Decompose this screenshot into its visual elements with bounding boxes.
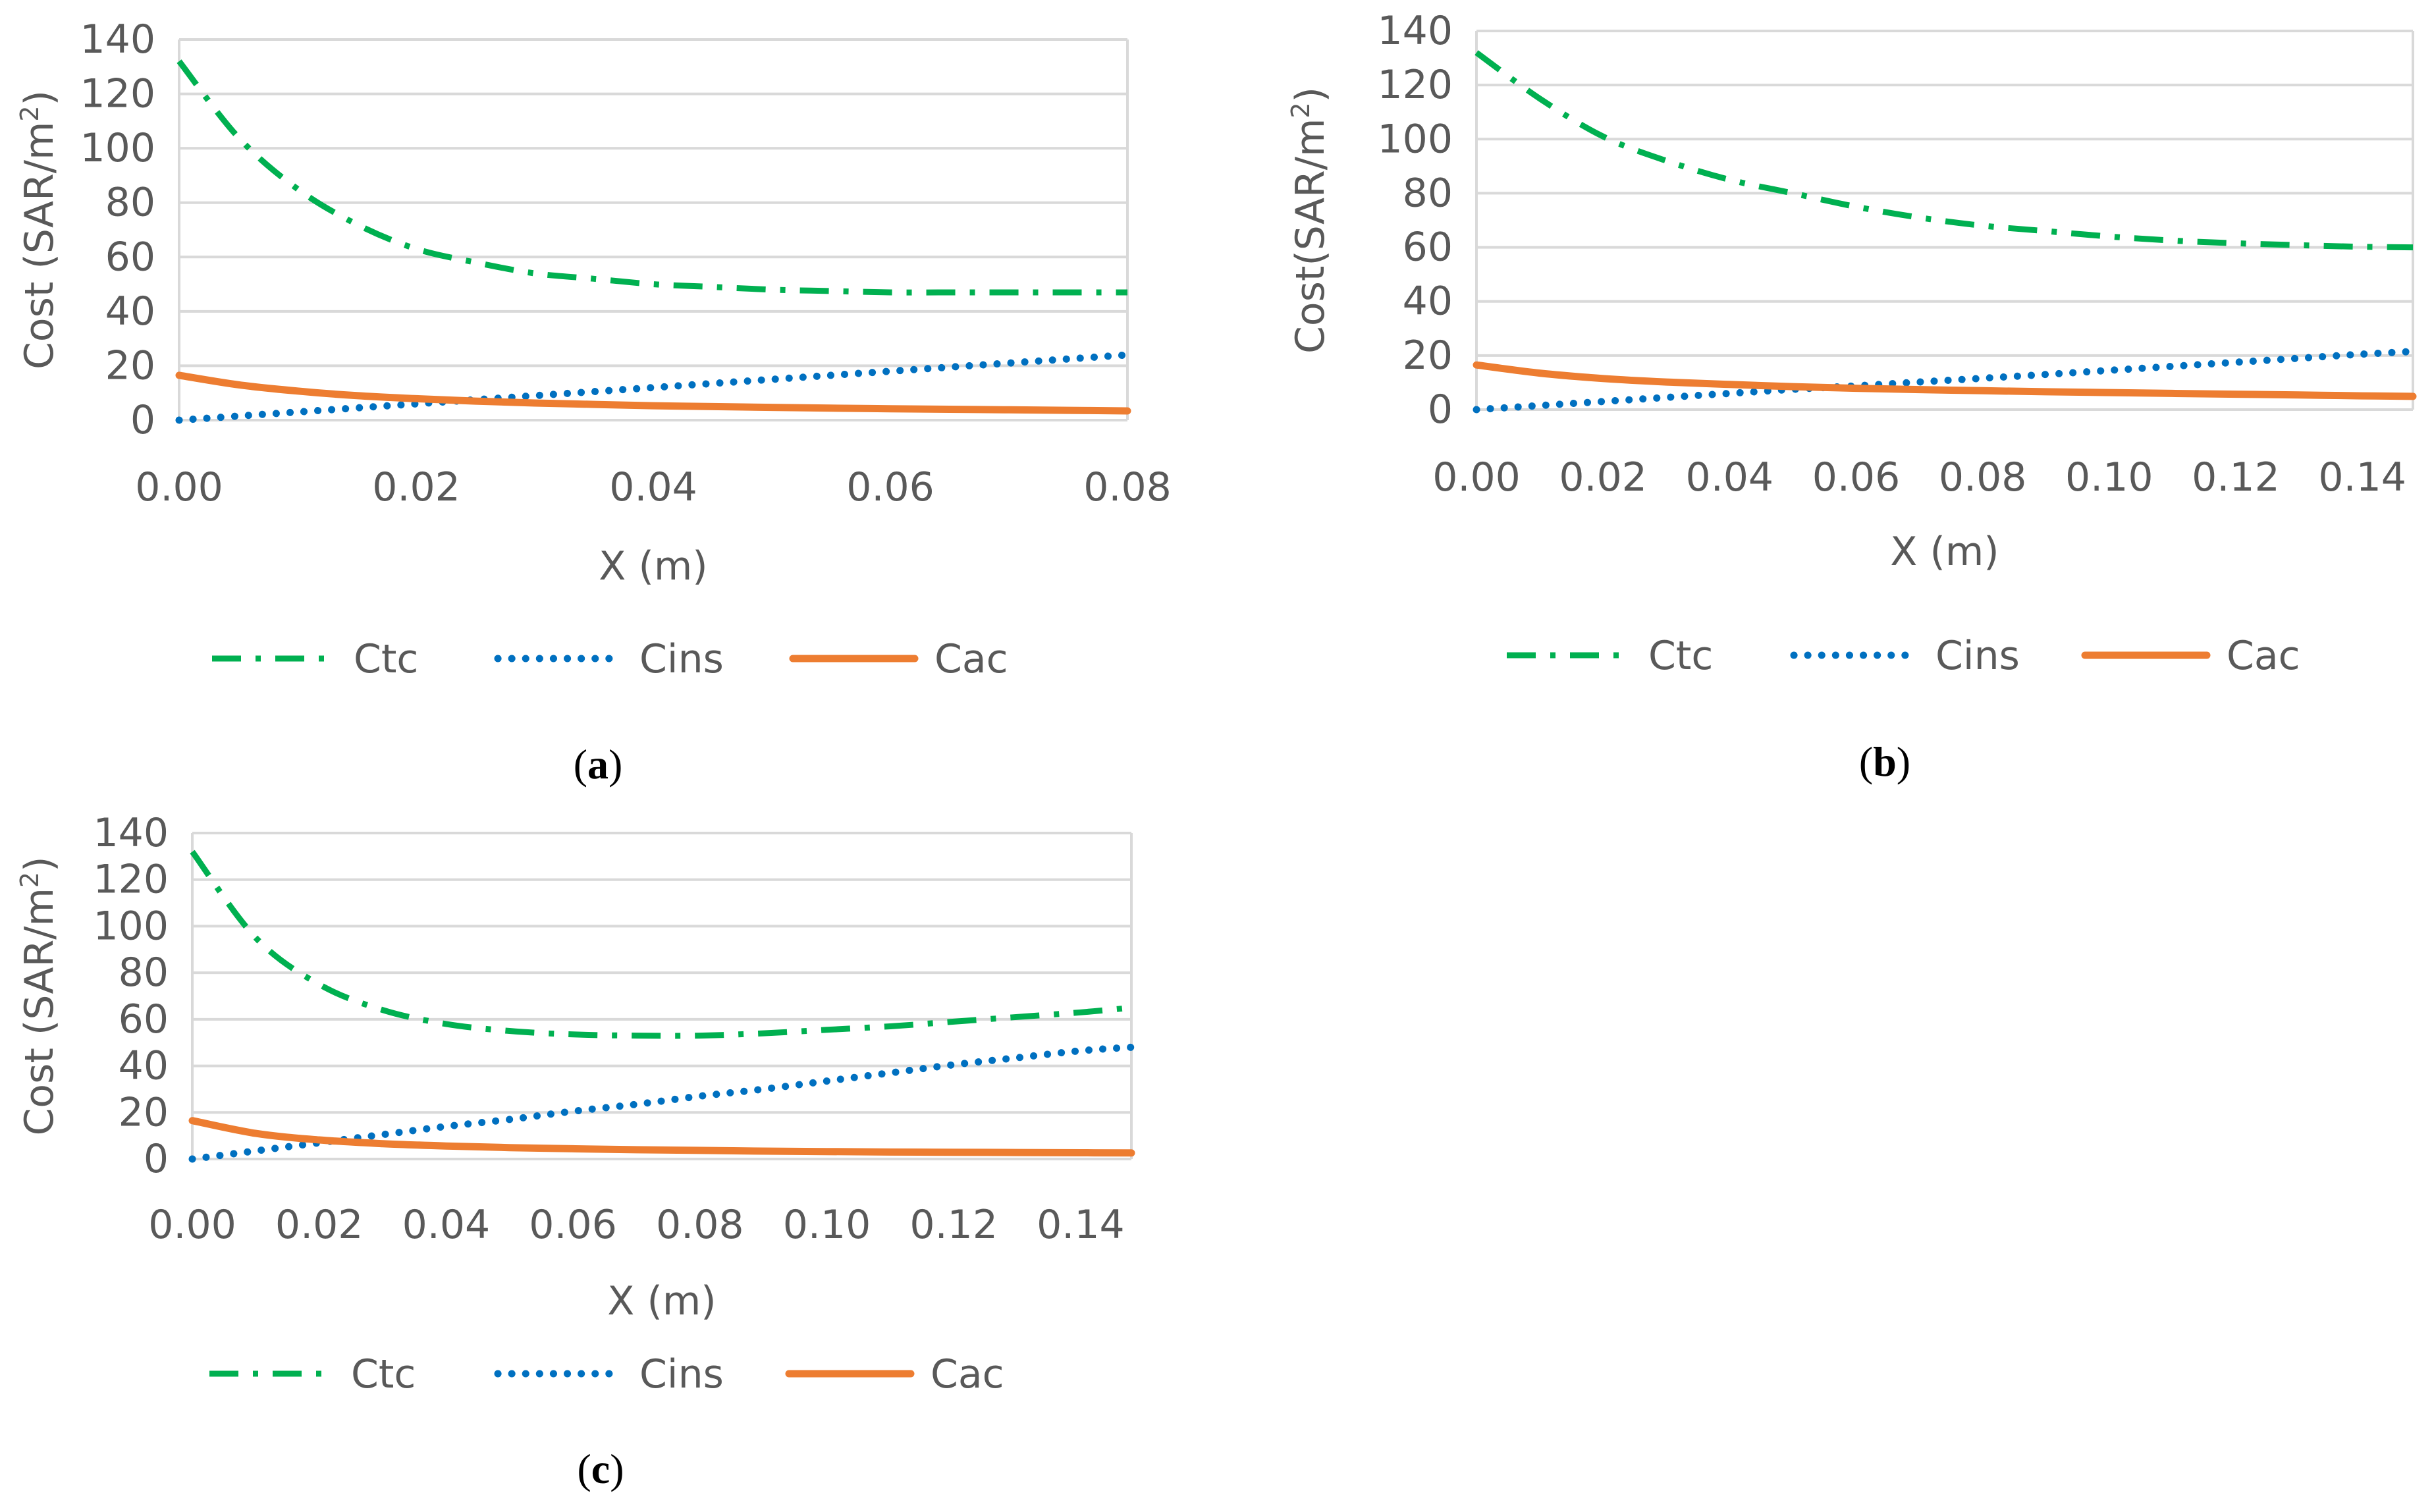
y-tick-label: 0	[130, 397, 155, 443]
x-tick-label: 0.12	[2192, 454, 2280, 500]
x-tick-label: 0.02	[275, 1202, 364, 1248]
x-tick-label: 0.00	[135, 464, 223, 510]
series-line-ctc	[190, 850, 1132, 1039]
x-axis-title: X (m)	[1890, 529, 1999, 575]
y-axis-title-main: Cost(SAR/m	[1287, 119, 1334, 354]
panel-caption: (c)	[577, 1445, 624, 1492]
panel-caption: (a)	[574, 741, 623, 788]
x-tick-label: 0.04	[402, 1202, 491, 1248]
x-tick-label: 0.00	[148, 1202, 236, 1248]
legend-label-cins: Cins	[639, 1351, 724, 1397]
y-tick-label: 20	[1403, 333, 1453, 379]
caption-open-paren: (	[577, 1445, 591, 1492]
y-axis-title-main: Cost (SAR/m	[16, 888, 63, 1135]
y-tick-label: 80	[119, 950, 169, 996]
x-tick-label: 0.02	[1559, 454, 1647, 500]
legend-label-cins: Cins	[639, 636, 724, 682]
legend-label-ctc: Ctc	[1648, 633, 1713, 679]
x-tick-label: 0.08	[1083, 464, 1172, 510]
y-tick-label: 140	[1377, 8, 1453, 54]
y-tick-label: 40	[105, 288, 155, 335]
series-line-ctc	[176, 59, 1127, 296]
y-axis-title-main: Cost (SAR/m	[16, 122, 63, 369]
legend-label-cac: Cac	[2227, 633, 2300, 679]
y-axis-title-end: )	[16, 856, 63, 871]
y-axis-title-end: )	[16, 90, 63, 105]
y-tick-label: 40	[1403, 279, 1453, 325]
y-axis-title: Cost(SAR/m2)	[1286, 87, 1334, 354]
y-tick-label: 40	[119, 1043, 169, 1089]
y-axis-title-superscript: 2	[15, 105, 44, 121]
legend-label-ctc: Ctc	[354, 636, 418, 682]
x-tick-label: 0.02	[372, 464, 460, 510]
x-tick-label: 0.10	[2065, 454, 2153, 500]
legend-label-cins: Cins	[1935, 633, 2020, 679]
legend-label-cac: Cac	[931, 1351, 1004, 1397]
x-tick-label: 0.00	[1432, 454, 1521, 500]
caption-open-paren: (	[574, 741, 587, 788]
x-tick-label: 0.04	[609, 464, 697, 510]
x-tick-label: 0.08	[1939, 454, 2027, 500]
y-tick-label: 100	[93, 903, 169, 949]
x-tick-label: 0.04	[1686, 454, 1774, 500]
x-axis-title: X (m)	[599, 543, 707, 589]
chart-panel-a: 0 20 40 60 80 100 120 140 0.00 0.02 0.04 0.06 0.08 X …	[15, 16, 1172, 788]
y-axis-title-superscript: 2	[1286, 102, 1315, 118]
y-tick-label: 140	[93, 810, 169, 856]
y-tick-label: 60	[1403, 225, 1453, 271]
y-tick-label: 60	[119, 996, 169, 1042]
y-tick-label: 100	[1377, 116, 1453, 162]
y-tick-label: 120	[1377, 62, 1453, 108]
caption-letter: a	[587, 741, 608, 788]
series-line-cac	[1473, 361, 2417, 400]
series-line-ctc	[1474, 50, 2414, 251]
x-axis-title: X (m)	[607, 1278, 716, 1324]
x-tick-label: 0.08	[656, 1202, 744, 1248]
x-tick-label: 0.06	[846, 464, 934, 510]
x-tick-label: 0.06	[1812, 454, 1901, 500]
y-tick-label: 20	[105, 342, 155, 389]
legend-label-cac: Cac	[934, 636, 1008, 682]
series-line-cins	[175, 351, 1131, 424]
y-tick-label: 120	[80, 71, 155, 117]
caption-open-paren: (	[1859, 738, 1873, 785]
caption-close-paren: )	[610, 1445, 624, 1492]
caption-letter: c	[591, 1445, 610, 1492]
y-tick-label: 0	[144, 1136, 169, 1182]
y-tick-label: 20	[119, 1089, 169, 1135]
y-tick-label: 0	[1428, 387, 1453, 433]
y-tick-label: 140	[80, 16, 155, 63]
y-tick-label: 80	[105, 180, 155, 226]
y-tick-label: 80	[1403, 170, 1453, 216]
x-tick-label: 0.06	[529, 1202, 617, 1248]
y-tick-label: 100	[80, 125, 155, 171]
x-tick-label: 0.10	[783, 1202, 871, 1248]
caption-letter: b	[1873, 738, 1897, 785]
y-axis-title: Cost (SAR/m2)	[15, 856, 63, 1135]
y-axis-title: Cost (SAR/m2)	[15, 90, 63, 369]
series-line-cins	[188, 1043, 1135, 1163]
y-axis-title-end: )	[1287, 87, 1334, 102]
x-tick-label: 0.14	[2318, 454, 2406, 500]
y-axis-title-superscript: 2	[15, 872, 44, 888]
series-line-cac	[175, 371, 1131, 415]
caption-close-paren: )	[608, 741, 622, 788]
series-line-cac	[188, 1117, 1135, 1157]
y-tick-label: 60	[105, 234, 155, 280]
panel-caption: (b)	[1859, 738, 1910, 785]
x-tick-label: 0.12	[909, 1202, 998, 1248]
y-tick-label: 120	[93, 857, 169, 903]
x-tick-label: 0.14	[1037, 1202, 1125, 1248]
chart-panel-b: 0 20 40 60 80 100 120 140 0.00 0.02 0.04 0.06 0.08 0.…	[1286, 8, 2417, 785]
legend-label-ctc: Ctc	[351, 1351, 416, 1397]
series-line-cins	[1473, 348, 2417, 414]
caption-close-paren: )	[1897, 738, 1910, 785]
